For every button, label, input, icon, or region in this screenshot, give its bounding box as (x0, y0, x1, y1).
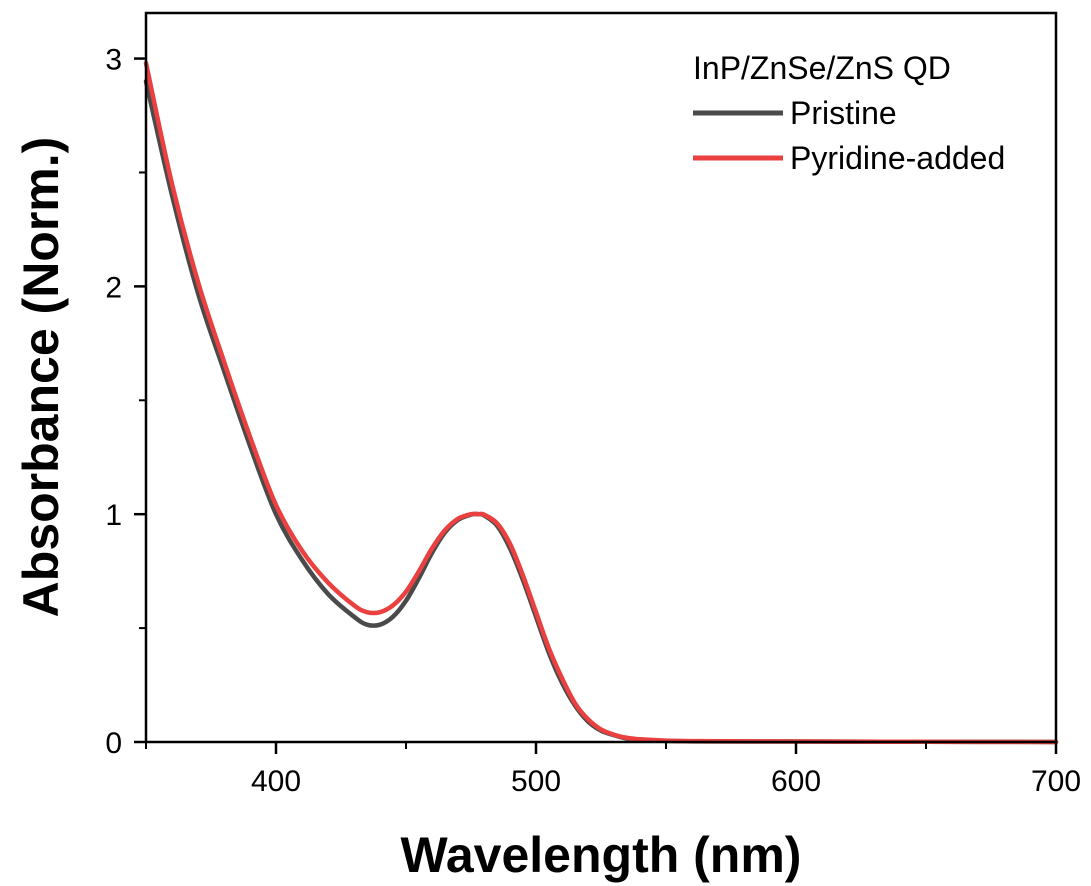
y-tick-label: 2 (105, 271, 122, 304)
x-tick-label: 500 (511, 765, 561, 798)
series-line-pristine (143, 79, 1059, 745)
x-tick-label: 700 (1031, 765, 1081, 798)
x-tick-label: 600 (771, 765, 821, 798)
x-tick-label: 400 (251, 765, 301, 798)
tick-layer: 400 500 600 700 0 1 2 3 (105, 44, 1081, 798)
series-layer (143, 60, 1059, 745)
x-axis-title: Wavelength (nm) (401, 827, 802, 883)
y-axis-title: Absorbance (Norm.) (13, 137, 69, 618)
legend-label-pyridine-added: Pyridine-added (790, 140, 1005, 176)
legend-label-pristine: Pristine (790, 95, 897, 131)
series-line-pyridine-added (143, 60, 1059, 745)
legend-title: InP/ZnSe/ZnS QD (693, 50, 951, 86)
plot-frame (144, 11, 1058, 744)
y-tick-label: 0 (105, 727, 122, 760)
y-tick-label: 1 (105, 499, 122, 532)
legend: InP/ZnSe/ZnS QD Pristine Pyridine-added (693, 50, 1005, 176)
y-tick-label: 3 (105, 44, 122, 77)
